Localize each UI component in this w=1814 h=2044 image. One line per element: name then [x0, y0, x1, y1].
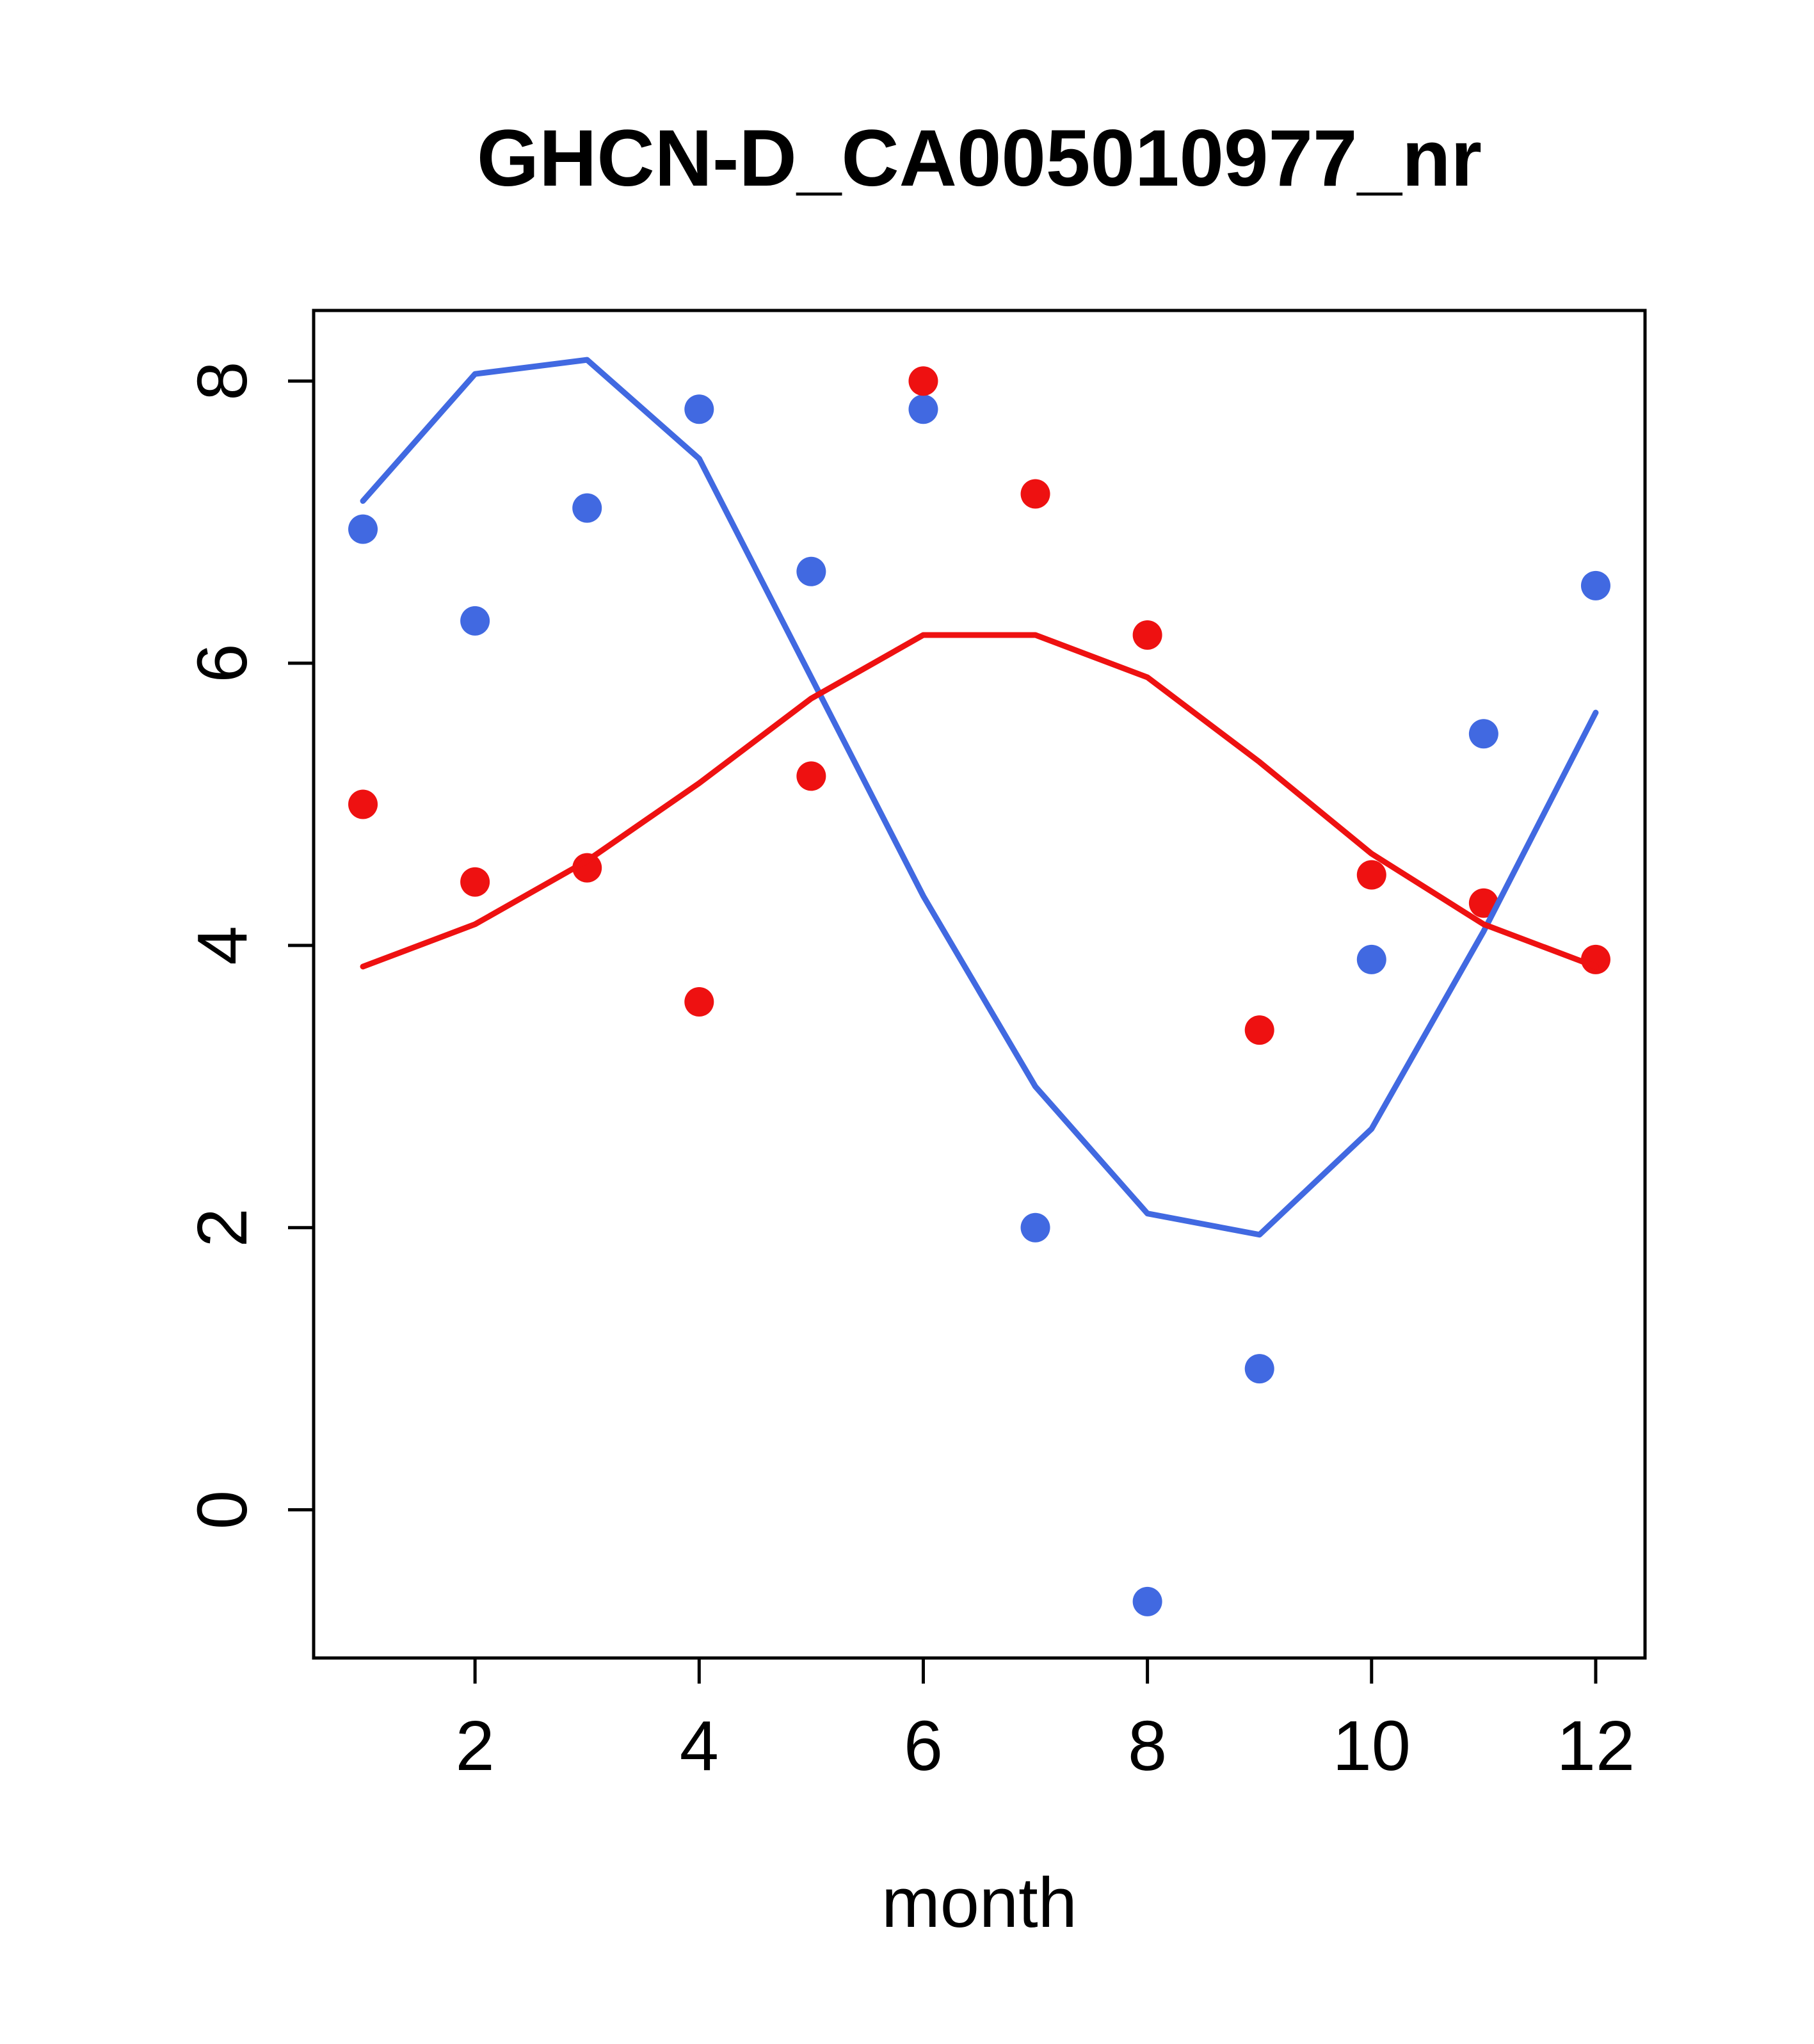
axis-ticks: 2 4 6 8 10 12 0 2 4 6 8 [183, 362, 1635, 1785]
blue-points-point [1580, 570, 1610, 600]
red-points-point [1356, 860, 1386, 890]
red-points-point [1580, 944, 1610, 974]
x-tick-label: 2 [456, 1707, 495, 1785]
x-tick-label: 8 [1128, 1707, 1167, 1785]
blue-points-point [572, 493, 602, 523]
blue-points-point [1356, 944, 1386, 974]
blue-points-point [908, 394, 938, 424]
blue-points-point [1020, 1212, 1050, 1243]
x-tick-label: 10 [1333, 1707, 1411, 1785]
blue-points-point [796, 556, 826, 586]
x-tick-label: 12 [1557, 1707, 1635, 1785]
red-points-point [796, 761, 826, 791]
y-tick-label: 0 [183, 1490, 262, 1529]
red-smooth-line [360, 632, 1599, 970]
y-tick-label: 4 [183, 926, 262, 965]
blue-points-point [1468, 719, 1498, 749]
x-axis-label: month [881, 1863, 1077, 1942]
red-points-point [572, 853, 602, 883]
blue-points-point [1132, 1586, 1162, 1616]
red-points-point [1132, 620, 1162, 650]
y-tick-label: 6 [183, 643, 262, 682]
y-tick-label: 2 [183, 1208, 262, 1247]
blue-points-point [684, 394, 714, 424]
blue-points-point [460, 606, 490, 636]
red-points-point [1468, 888, 1498, 918]
blue-points-point [1244, 1354, 1274, 1384]
blue-smooth-line [360, 357, 1599, 1238]
blue-points-point [348, 514, 378, 544]
red-points-point [1244, 1015, 1274, 1045]
y-tick-label: 8 [183, 362, 262, 401]
red-points-point [908, 366, 938, 396]
data-series [348, 357, 1610, 1616]
plot-frame [312, 309, 1647, 1660]
red-points-point [1020, 479, 1050, 509]
x-tick-label: 4 [680, 1707, 719, 1785]
red-points-point [348, 789, 378, 819]
chart-title: GHCN-D_CA005010977_nr [477, 114, 1482, 203]
x-tick-label: 6 [904, 1707, 943, 1785]
red-points-point [460, 867, 490, 897]
red-points-point [684, 987, 714, 1017]
